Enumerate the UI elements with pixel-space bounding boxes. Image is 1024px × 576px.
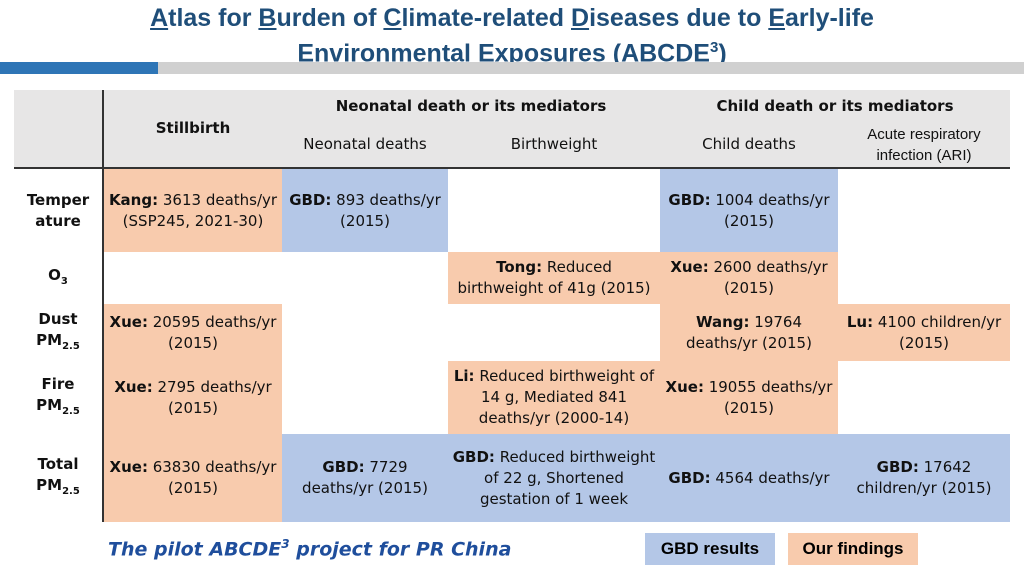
cell-dust-child: Wang: 19764 deaths/yr (2015) xyxy=(660,304,838,361)
cell-fire-child: Xue: 19055 deaths/yr (2015) xyxy=(660,361,838,434)
title-accent-bar xyxy=(0,62,158,74)
cell-total-birthweight: GBD: Reduced birthweight of 22 g, Shorte… xyxy=(448,434,660,522)
project-tagline: The pilot ABCDE3 project for PR China xyxy=(108,537,512,561)
cell-dust-stillbirth: Xue: 20595 deaths/yr (2015) xyxy=(104,304,282,361)
cell-fire-birthweight: Li: Reduced birthweight of 14 g, Mediate… xyxy=(448,361,660,434)
legend-our-findings: Our findings xyxy=(788,533,918,565)
header-child-group: Child death or its mediators xyxy=(660,90,1010,122)
cell-total-child: GBD: 4564 deaths/yr xyxy=(660,434,838,522)
header-corner xyxy=(14,90,102,167)
header-stillbirth: Stillbirth xyxy=(104,90,282,167)
cell-temperature-neonatal: GBD: 893 deaths/yr (2015) xyxy=(282,169,448,252)
cell-total-neonatal: GBD: 7729 deaths/yr (2015) xyxy=(282,434,448,522)
row-label-total-pm25: Total PM2.5 xyxy=(36,455,80,497)
cell-total-ari: GBD: 17642 children/yr (2015) xyxy=(838,434,1010,522)
burden-table: Stillbirth Neonatal death or its mediato… xyxy=(14,90,1010,522)
cell-o3-child: Xue: 2600 deaths/yr (2015) xyxy=(660,252,838,304)
cell-temperature-stillbirth: Kang: 3613 deaths/yr (SSP245, 2021-30) xyxy=(104,169,282,252)
table-horizontal-divider xyxy=(14,167,1010,169)
header-neonatal-deaths: Neonatal deaths xyxy=(282,122,448,167)
row-label-dust-pm25: Dust PM2.5 xyxy=(36,309,80,352)
cell-o3-birthweight: Tong: Reduced birthweight of 41g (2015) xyxy=(448,252,660,304)
page-title: Atlas for Burden of Climate-related Dise… xyxy=(150,4,874,68)
row-label-o3: O3 xyxy=(48,265,68,287)
header-child-deaths: Child deaths xyxy=(660,122,838,167)
cell-temperature-child: GBD: 1004 deaths/yr (2015) xyxy=(660,169,838,252)
table-vertical-divider xyxy=(102,90,104,522)
row-label-fire-pm25: Fire PM2.5 xyxy=(36,374,80,417)
cell-total-stillbirth: Xue: 63830 deaths/yr (2015) xyxy=(104,434,282,522)
row-label-temperature: Temper ature xyxy=(26,190,90,230)
title-divider-bar xyxy=(158,62,1024,74)
header-birthweight: Birthweight xyxy=(448,122,660,167)
cell-dust-ari: Lu: 4100 children/yr (2015) xyxy=(838,304,1010,361)
legend-gbd-results: GBD results xyxy=(645,533,775,565)
header-neonatal-group: Neonatal death or its mediators xyxy=(282,90,660,122)
cell-fire-stillbirth: Xue: 2795 deaths/yr (2015) xyxy=(104,361,282,434)
header-ari: Acute respiratory infection (ARI) xyxy=(838,122,1010,167)
